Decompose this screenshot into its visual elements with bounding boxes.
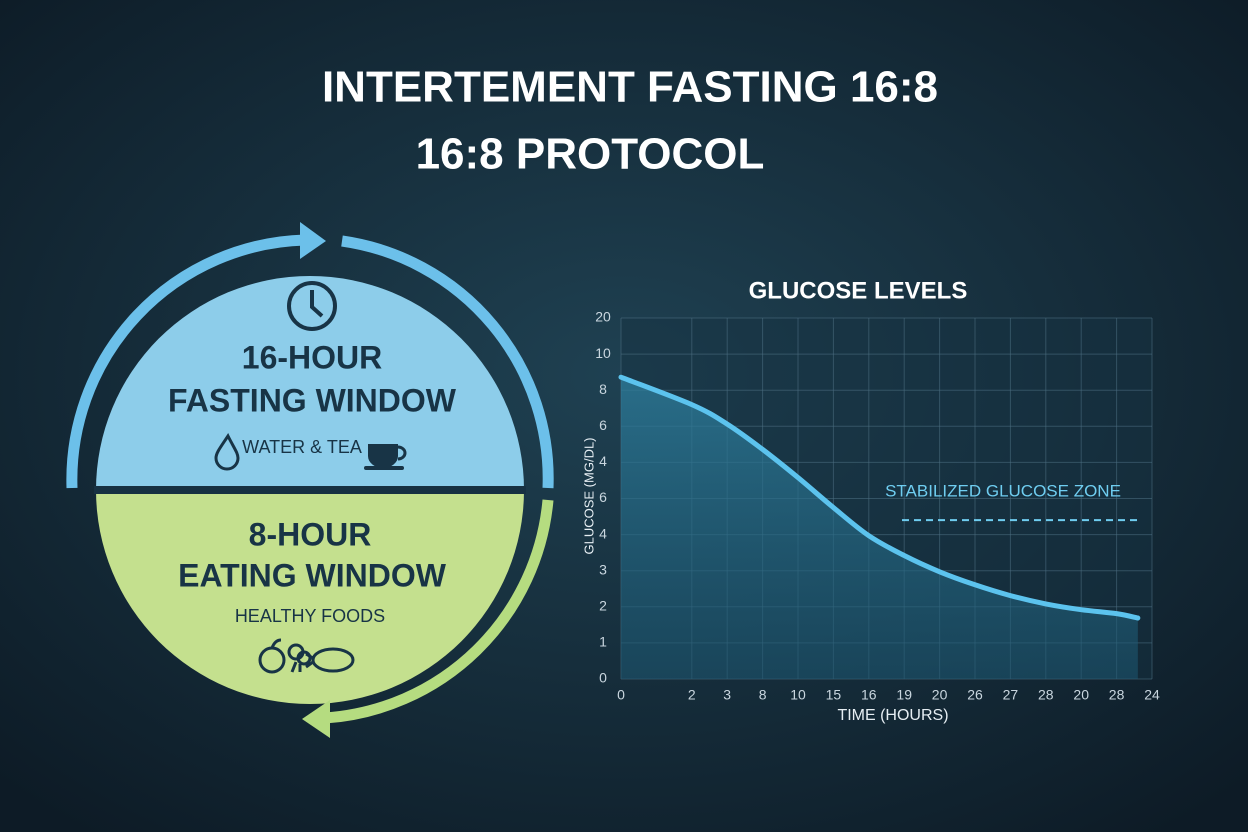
divider xyxy=(94,486,526,494)
y-tick-label: 3 xyxy=(599,561,607,577)
eating-line2: EATING WINDOW xyxy=(178,557,447,593)
fasting-note: WATER & TEA xyxy=(242,437,362,457)
threshold-label: STABILIZED GLUCOSE ZONE xyxy=(885,482,1121,501)
x-tick-label: 26 xyxy=(967,687,983,703)
y-tick-label: 2 xyxy=(599,598,607,614)
chart-title: GLUCOSE LEVELS xyxy=(749,277,968,304)
x-tick-label: 28 xyxy=(1038,687,1054,703)
y-tick-label: 6 xyxy=(599,489,607,505)
cycle: 16-HOUR FASTING WINDOW WATER & TEA 8-HOU… xyxy=(66,222,554,738)
eating-line1: 8-HOUR xyxy=(249,516,372,552)
drop-icon xyxy=(214,433,240,471)
x-tick-label: 20 xyxy=(1073,687,1089,703)
x-axis-label: TIME (HOURS) xyxy=(837,707,948,724)
food-icons xyxy=(258,638,355,674)
fasting-line2: FASTING WINDOW xyxy=(168,382,457,418)
arrow-head xyxy=(302,700,330,738)
x-tick-label: 16 xyxy=(861,687,877,703)
eating-half xyxy=(96,490,524,704)
fasting-line1: 16-HOUR xyxy=(242,339,382,375)
fasting-half xyxy=(96,276,524,490)
y-tick-label: 6 xyxy=(599,417,607,433)
title: INTERTEMENT FASTING 16:8 xyxy=(322,63,938,112)
arrow-head xyxy=(300,222,326,259)
cycle-arc xyxy=(66,234,306,489)
x-tick-label: 24 xyxy=(1144,687,1160,703)
x-tick-label: 0 xyxy=(617,687,625,703)
y-tick-label: 8 xyxy=(599,381,607,397)
chart: GLUCOSE LEVELS GLUCOSE (MG/DL) TIME (HOU… xyxy=(581,277,1160,724)
cycle-arc xyxy=(324,499,554,724)
x-tick-label: 20 xyxy=(932,687,948,703)
clock-icon xyxy=(287,281,337,331)
y-tick-label: 4 xyxy=(599,453,607,469)
cycle-arc xyxy=(341,235,554,489)
y-tick-label: 4 xyxy=(599,525,607,541)
x-tick-label: 15 xyxy=(826,687,842,703)
y-tick-label: 0 xyxy=(599,670,607,686)
cup-icon xyxy=(364,444,407,470)
y-axis-label: GLUCOSE (MG/DL) xyxy=(581,437,596,554)
y-tick-label: 1 xyxy=(599,634,607,650)
y-tick-label: 20 xyxy=(595,309,611,325)
x-tick-label: 2 xyxy=(688,687,696,703)
x-tick-label: 28 xyxy=(1109,687,1125,703)
eating-note: HEALTHY FOODS xyxy=(235,606,385,626)
area xyxy=(621,377,1138,679)
x-tick-label: 27 xyxy=(1003,687,1019,703)
x-tick-label: 8 xyxy=(759,687,767,703)
x-tick-label: 3 xyxy=(723,687,731,703)
x-tick-label: 19 xyxy=(896,687,912,703)
line xyxy=(618,374,1141,621)
y-tick-label: 10 xyxy=(595,345,611,361)
subtitle: 16:8 PROTOCOL xyxy=(416,130,765,179)
x-tick-label: 10 xyxy=(790,687,806,703)
